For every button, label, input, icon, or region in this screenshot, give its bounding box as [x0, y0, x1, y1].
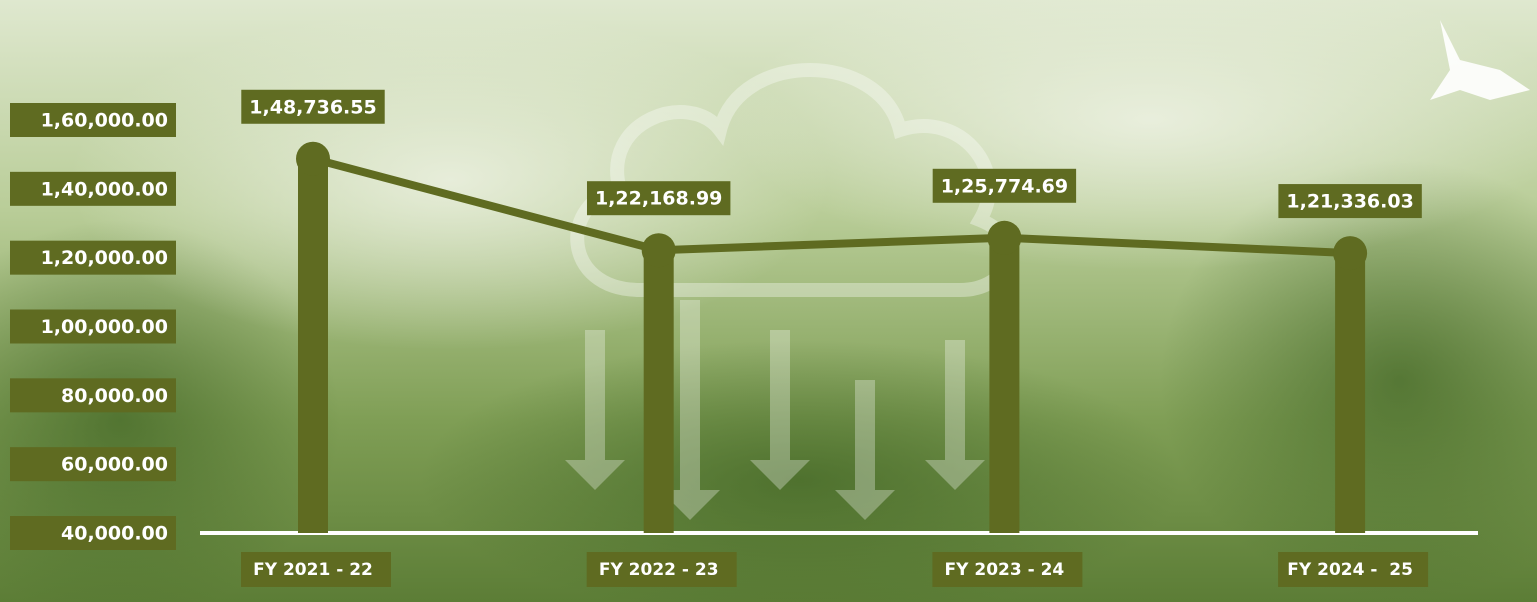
arrows [565, 300, 985, 520]
tick-box [10, 309, 176, 344]
category-box [241, 552, 391, 587]
y-tick-label: 80,000.00 [61, 385, 168, 407]
category-box [586, 552, 737, 587]
point [1333, 236, 1368, 271]
y-tick-label: 40,000.00 [61, 523, 168, 545]
y-tick-label: 1,60,000.00 [41, 110, 168, 132]
value-label: 1,25,774.69 [941, 175, 1068, 197]
label-box [932, 168, 1077, 203]
y-tick-label: 1,20,000.00 [41, 247, 168, 269]
tick-box [10, 103, 176, 137]
bird [1430, 20, 1530, 100]
y-tick-label: 1,40,000.00 [41, 178, 168, 200]
point [641, 233, 676, 268]
y-tick-label: 1,00,000.00 [41, 316, 168, 338]
bar [643, 250, 674, 533]
tick-box [10, 447, 176, 482]
value-label: 1,21,336.03 [1286, 191, 1413, 213]
label-box [241, 89, 385, 124]
bar [298, 158, 328, 533]
value-label: 1,48,736.55 [249, 96, 376, 118]
tick-box [10, 378, 176, 413]
x-tick-label: FY 2022 - 23 [599, 560, 719, 580]
category-box [1278, 552, 1429, 587]
mist [70, 10, 830, 350]
point [987, 220, 1022, 255]
category-box [932, 552, 1083, 587]
x-tick-label: FY 2023 - 24 [945, 560, 1065, 580]
x-tick-label: FY 2024 - 25 [1287, 560, 1413, 580]
tick-box [10, 240, 176, 275]
bar [989, 237, 1020, 533]
point [296, 141, 330, 176]
y-tick-label: 60,000.00 [61, 454, 168, 476]
line [311, 154, 1351, 258]
tick-box [10, 516, 176, 550]
label-box [586, 181, 731, 216]
bar [1335, 253, 1366, 534]
x-tick-label: FY 2021 - 22 [253, 560, 373, 580]
value-label: 1,22,168.99 [595, 188, 722, 210]
label-box [1278, 184, 1422, 219]
tick-box [10, 171, 176, 206]
